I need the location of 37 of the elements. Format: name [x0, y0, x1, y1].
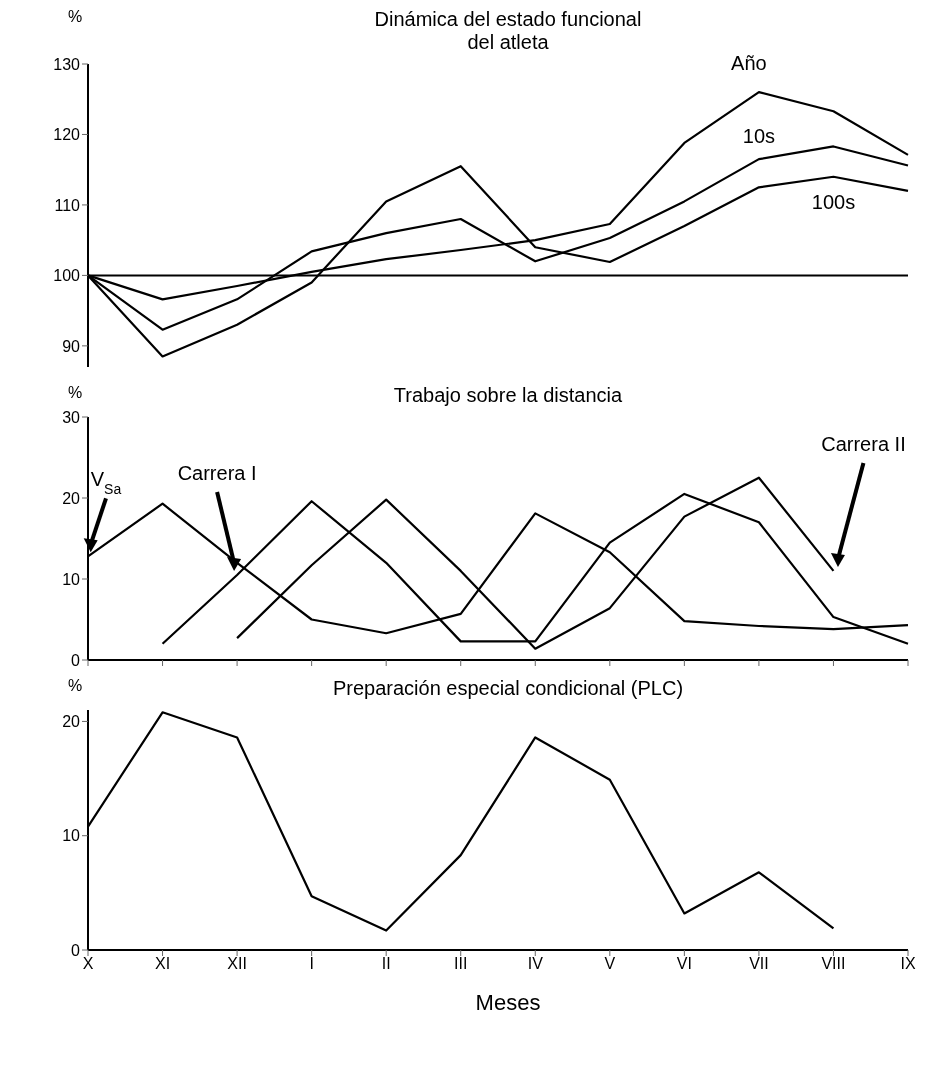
x-tick-label: II [381, 955, 391, 973]
x-tick-label: III [454, 955, 468, 973]
x-tick-label: V [604, 955, 616, 973]
x-axis-title: Meses [474, 990, 542, 1016]
y-tick-label: 100 [53, 267, 81, 285]
y-tick-label: 10 [62, 570, 81, 588]
y-tick-label: 0 [71, 651, 81, 669]
chart-title: Preparación especial condicional (PLC) [332, 677, 684, 699]
y-axis-title: % [68, 677, 83, 695]
y-tick-label: 20 [62, 489, 81, 507]
y-tick-label: 90 [62, 337, 81, 355]
y-tick-label: 20 [62, 713, 81, 731]
x-tick-label: IX [900, 955, 916, 973]
series-label: V$_{Sa}$ [90, 468, 122, 498]
series-label: 10s [742, 125, 776, 148]
y-tick-label: 30 [62, 408, 81, 426]
x-tick-label: VIII [821, 955, 846, 973]
x-tick-label: VI [676, 955, 692, 973]
y-axis-title: % [68, 384, 83, 402]
chart-title: Dinámica del estado funcional del atleta [374, 8, 642, 53]
text: Carrera I [177, 461, 257, 484]
y-tick-label: 0 [71, 941, 81, 959]
series-label: Año [731, 52, 767, 75]
y-tick-label: 130 [53, 55, 81, 73]
series-label: 100s [811, 190, 856, 213]
x-tick-label: I [309, 955, 314, 973]
text: Carrera II [821, 432, 906, 455]
x-tick-label: X [82, 955, 94, 973]
y-tick-label: 120 [53, 126, 81, 144]
y-tick-label: 10 [62, 827, 81, 845]
x-tick-label: VII [749, 955, 769, 973]
x-tick-label: XII [227, 955, 247, 973]
chart-title: Trabajo sobre la distancia [393, 384, 623, 406]
x-tick-label: XI [154, 955, 171, 973]
y-axis-title: % [68, 8, 83, 26]
x-tick-label: IV [527, 955, 544, 973]
y-tick-label: 110 [54, 196, 81, 214]
